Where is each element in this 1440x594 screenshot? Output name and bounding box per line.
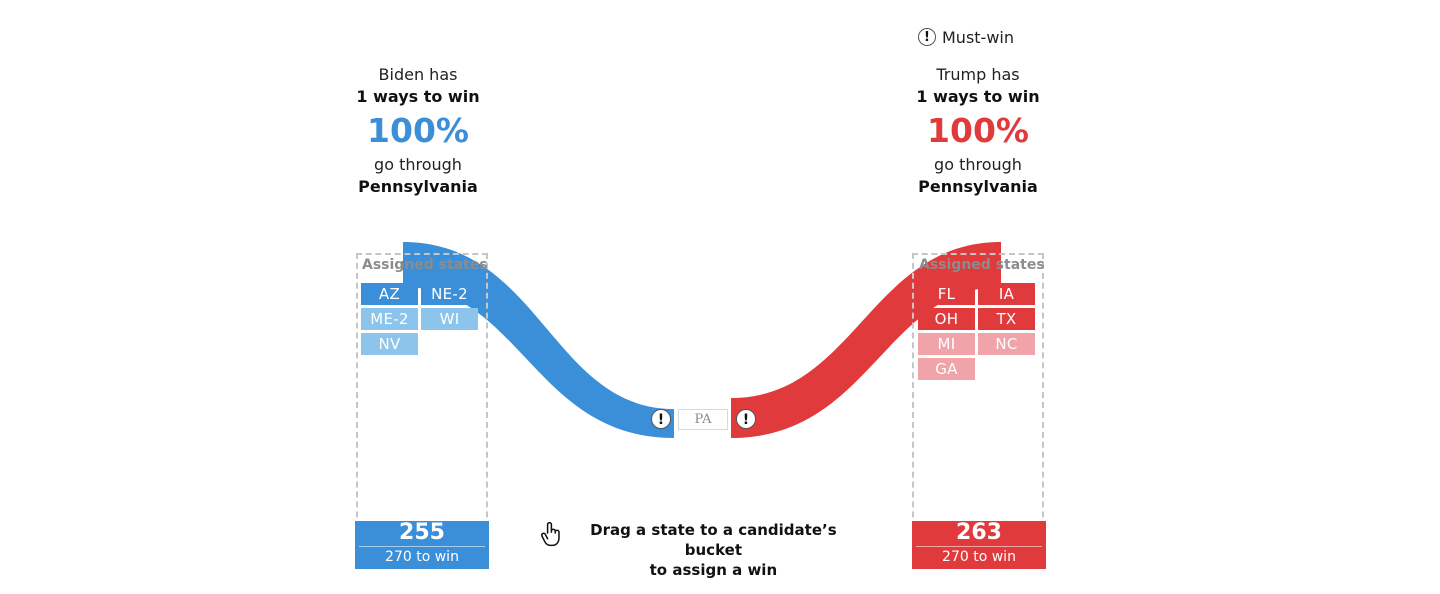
biden-state-chip[interactable]: WI	[421, 308, 478, 330]
trump-bucket-title: Assigned states	[919, 257, 1045, 273]
drag-instruction: Drag a state to a candidate’s bucket to …	[540, 520, 860, 580]
trump-state-chip[interactable]: IA	[978, 283, 1035, 305]
biden-summary: Biden has 1 ways to win 100% go through …	[288, 64, 548, 198]
trump-state-chip[interactable]: TX	[978, 308, 1035, 330]
mustwin-legend: ! Must-win	[918, 26, 1014, 48]
trump-ways-count: 1 ways to win	[916, 87, 1040, 106]
biden-go-through-label: go through	[374, 155, 462, 174]
biden-key-state: Pennsylvania	[358, 177, 478, 196]
biden-mustwin-icon: !	[651, 409, 671, 429]
trump-go-through-label: go through	[934, 155, 1022, 174]
undecided-state-chip[interactable]: PA	[678, 409, 728, 430]
biden-vote-tally: 255 270 to win	[355, 521, 489, 569]
trump-vote-tally: 263 270 to win	[912, 521, 1046, 569]
trump-mustwin-icon: !	[736, 409, 756, 429]
trump-percent: 100%	[927, 111, 1029, 150]
hand-pointer-icon	[541, 521, 560, 547]
trump-electoral-votes: 263	[956, 520, 1002, 545]
trump-key-state: Pennsylvania	[918, 177, 1038, 196]
biden-win-threshold: 270 to win	[385, 549, 459, 565]
trump-state-chip[interactable]: GA	[918, 358, 975, 380]
trump-tally-divider	[916, 546, 1042, 547]
drag-instruction-line1: Drag a state to a candidate’s bucket	[590, 521, 837, 559]
trump-win-threshold: 270 to win	[942, 549, 1016, 565]
trump-state-chip[interactable]: MI	[918, 333, 975, 355]
trump-has-label: Trump has	[936, 65, 1020, 84]
biden-percent: 100%	[367, 111, 469, 150]
biden-bucket-title: Assigned states	[362, 257, 488, 273]
exclamation-icon: !	[918, 28, 936, 46]
biden-has-label: Biden has	[378, 65, 458, 84]
drag-instruction-line2: to assign a win	[649, 561, 778, 579]
trump-state-chip[interactable]: FL	[918, 283, 975, 305]
biden-state-chip[interactable]: ME-2	[361, 308, 418, 330]
biden-state-chip[interactable]: NV	[361, 333, 418, 355]
trump-state-chip[interactable]: NC	[978, 333, 1035, 355]
biden-state-chip[interactable]: AZ	[361, 283, 418, 305]
mustwin-legend-label: Must-win	[942, 27, 1014, 47]
drag-instruction-text: Drag a state to a candidate’s bucket to …	[567, 520, 860, 580]
biden-electoral-votes: 255	[399, 520, 445, 545]
biden-ways-count: 1 ways to win	[356, 87, 480, 106]
trump-summary: Trump has 1 ways to win 100% go through …	[848, 64, 1108, 198]
trump-state-chip[interactable]: OH	[918, 308, 975, 330]
biden-state-chip[interactable]: NE-2	[421, 283, 478, 305]
biden-tally-divider	[359, 546, 485, 547]
